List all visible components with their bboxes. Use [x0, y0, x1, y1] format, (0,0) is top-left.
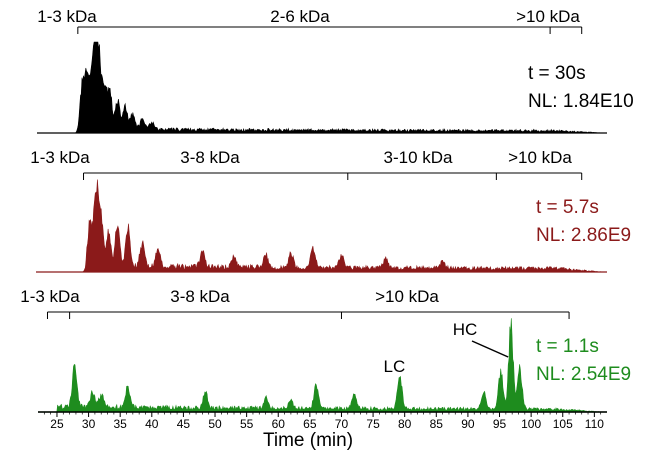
- range-label: 2-6 kDa: [270, 7, 330, 26]
- nl-label: NL: 2.54E9: [536, 364, 631, 385]
- nl-label: NL: 1.84E10: [528, 91, 634, 112]
- range-label: 3-8 kDa: [170, 287, 230, 306]
- x-tick-label: 70: [335, 417, 349, 431]
- chromatogram-panel: 1-3 kDa 3-8 kDa 3-10 kDa >10 kDa t = 5.7s NL:…: [30, 148, 631, 273]
- x-tick-label: 80: [398, 417, 412, 431]
- chromatogram-trace: [82, 179, 604, 273]
- x-tick-label: 85: [430, 417, 444, 431]
- x-tick-label: 65: [303, 417, 317, 431]
- x-tick-label: 35: [114, 417, 128, 431]
- chromatogram-trace: [75, 41, 604, 134]
- x-tick-label: 105: [553, 417, 573, 431]
- x-tick-label: 45: [177, 417, 191, 431]
- range-label: >10 kDa: [375, 287, 439, 306]
- x-tick-label: 60: [272, 417, 286, 431]
- time-label: t = 30s: [528, 63, 586, 84]
- range-label: 1-3 kDa: [37, 7, 97, 26]
- x-tick-label: 110: [585, 417, 604, 431]
- chromatogram-trace: [53, 318, 604, 413]
- range-label: 1-3 kDa: [20, 287, 80, 306]
- chromatogram-panel: 1-3 kDa 2-6 kDa >10 kDa t = 30s NL: 1.84E10: [37, 7, 634, 134]
- time-label: t = 1.1s: [536, 336, 599, 357]
- x-tick-label: 100: [521, 417, 541, 431]
- x-tick-label: 95: [493, 417, 507, 431]
- x-tick-label: 40: [145, 417, 159, 431]
- range-label: >10 kDa: [516, 7, 580, 26]
- range-label: 3-8 kDa: [180, 148, 240, 167]
- time-label: t = 5.7s: [536, 197, 599, 218]
- range-label: 1-3 kDa: [30, 148, 90, 167]
- x-axis-ticks: 25 30 35 40 45 50 55 60 65 70 75 80 85 90 95 100 105 110: [43, 412, 604, 431]
- range-label: 3-10 kDa: [384, 148, 454, 167]
- chromatogram-panel: 1-3 kDa 3-8 kDa >10 kDa t = 1.1s NL: 2.54E9 L…: [20, 287, 631, 413]
- x-tick-label: 25: [50, 417, 64, 431]
- x-tick-label: 90: [461, 417, 475, 431]
- peak-annotation-lc: LC: [383, 357, 405, 376]
- x-axis: 25 30 35 40 45 50 55 60 65 70 75 80 85 90 95 100 105 110 …: [38, 411, 607, 451]
- x-tick-label: 75: [366, 417, 380, 431]
- nl-label: NL: 2.86E9: [536, 225, 631, 246]
- x-tick-label: 30: [82, 417, 96, 431]
- peak-annotation-leader: [471, 340, 509, 358]
- x-tick-label: 50: [208, 417, 222, 431]
- x-axis-label: Time (min): [263, 430, 353, 451]
- peak-annotation-hc: HC: [453, 320, 478, 339]
- range-label: >10 kDa: [508, 148, 572, 167]
- x-tick-label: 55: [240, 417, 254, 431]
